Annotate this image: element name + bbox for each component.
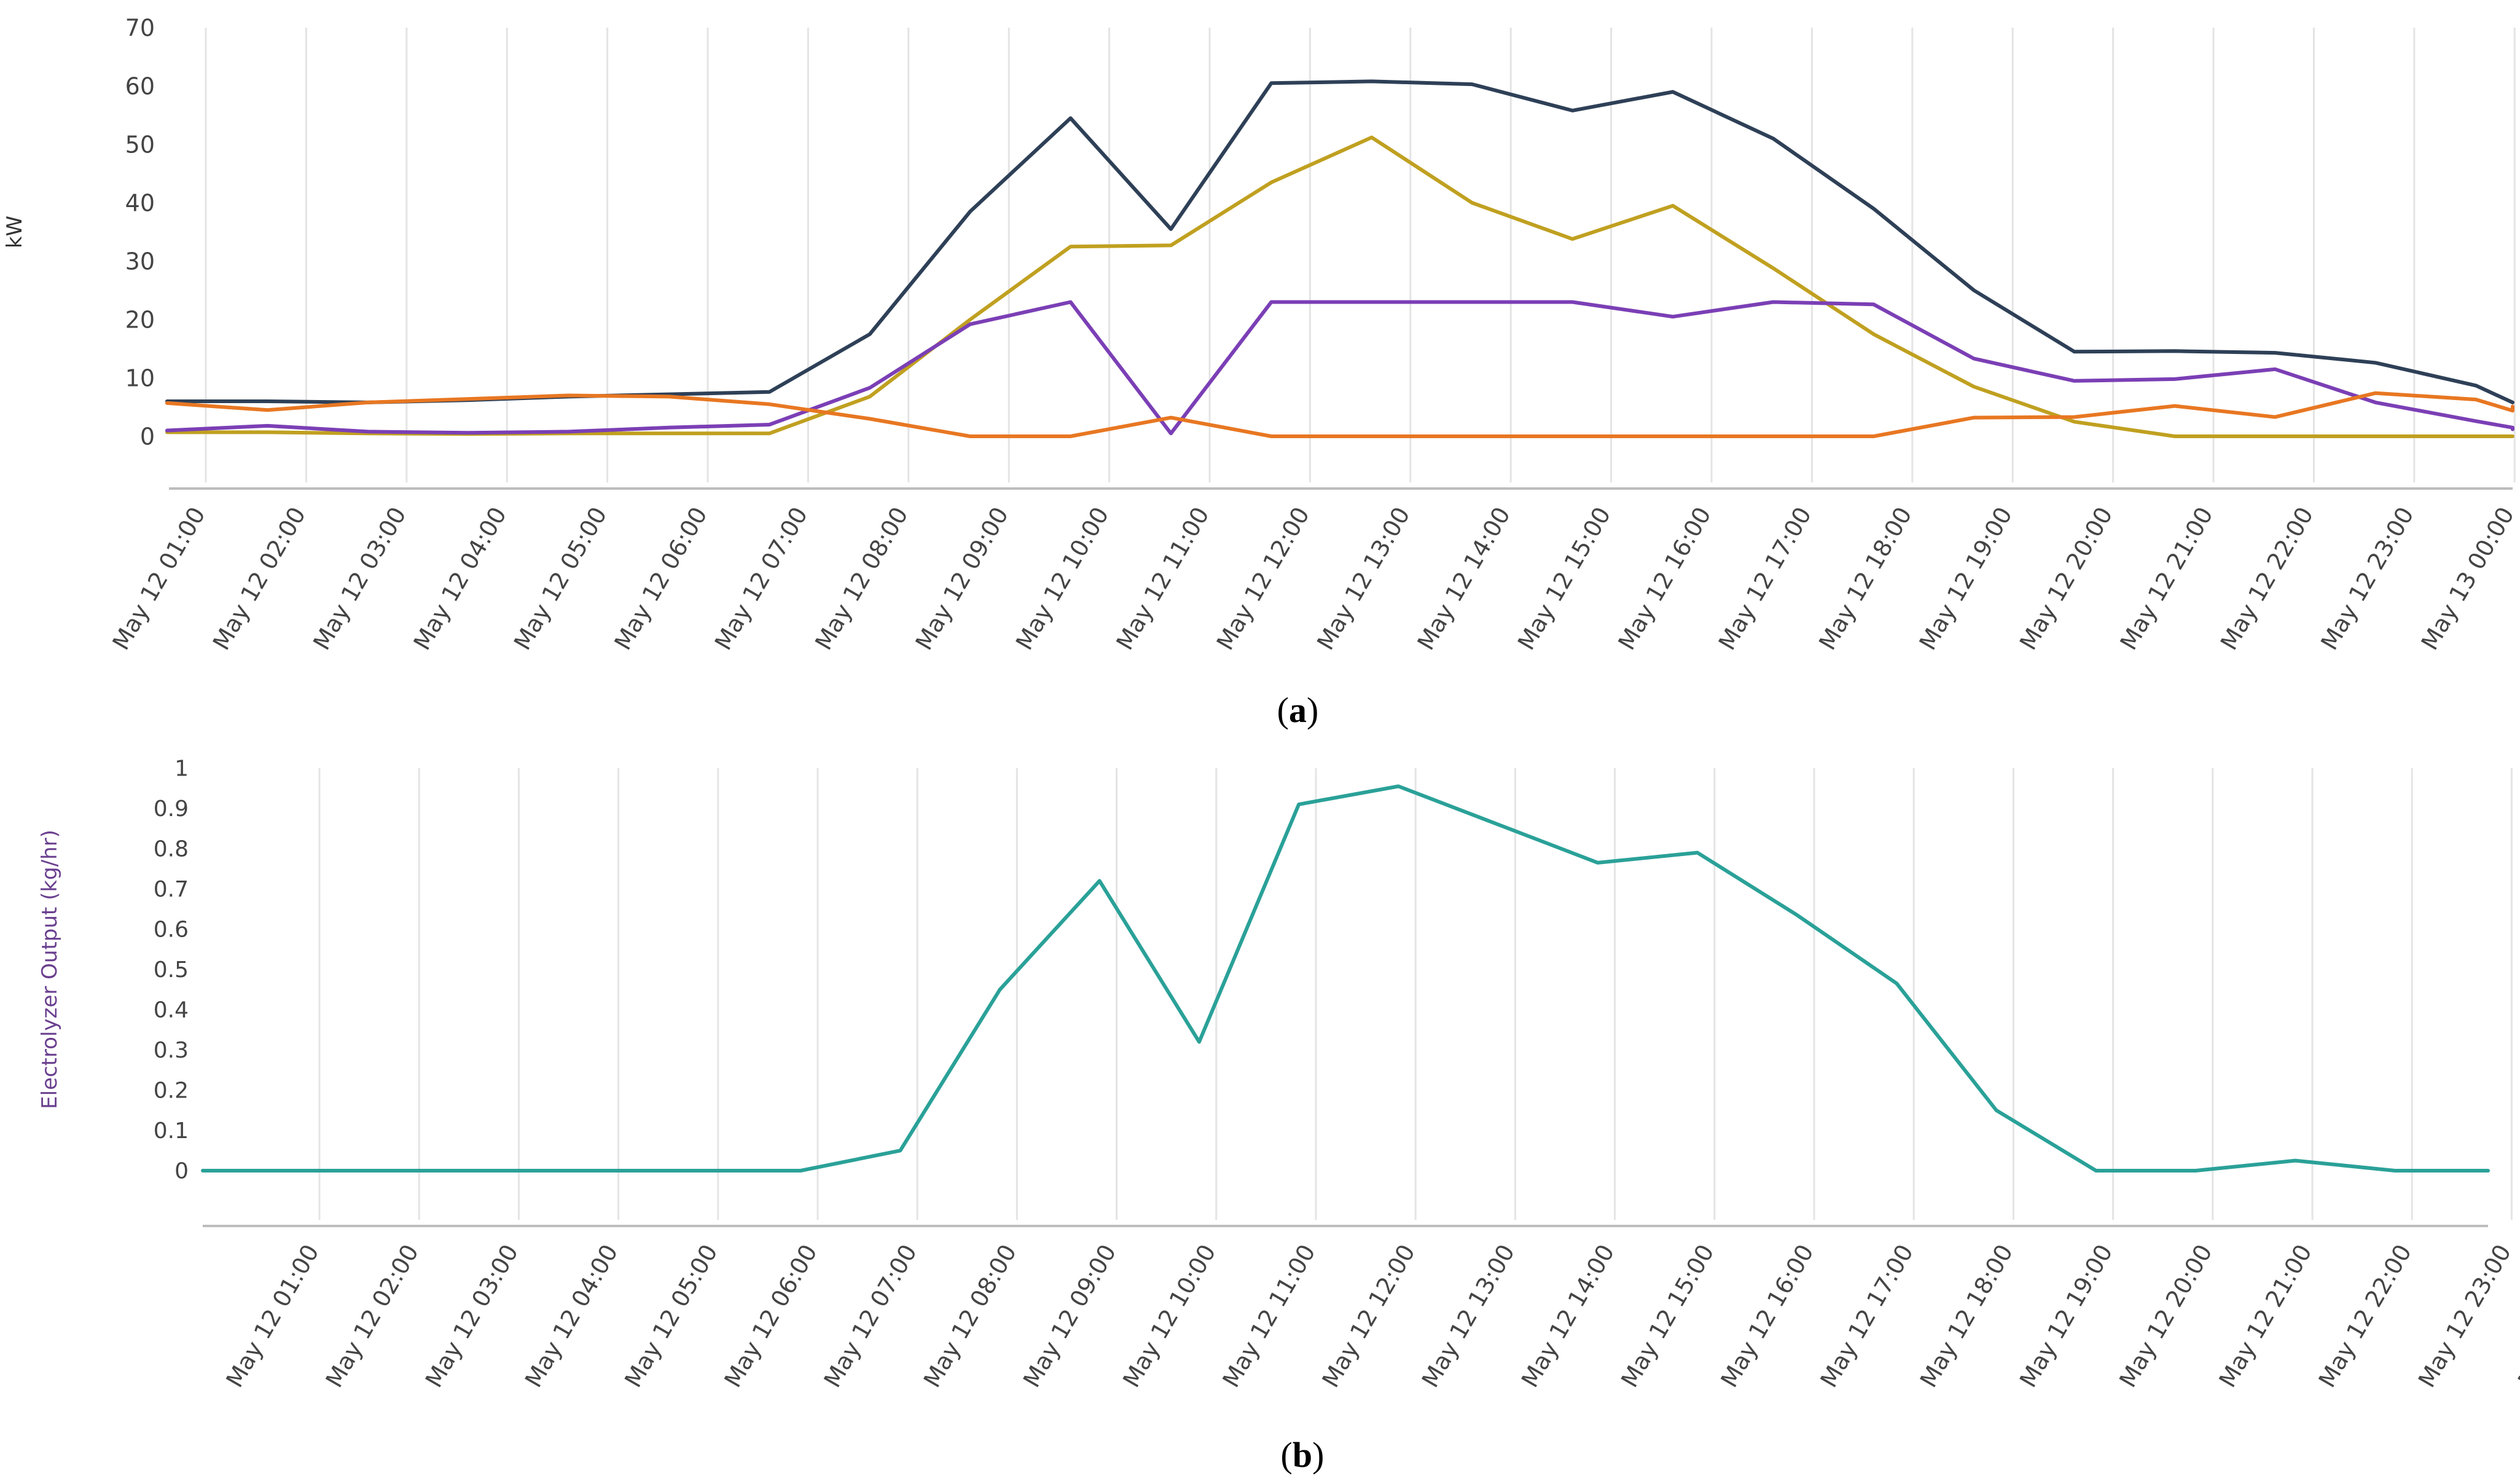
y-axis-title: kW bbox=[2, 216, 27, 248]
x-tick-label: May 12 03:00 bbox=[420, 1240, 523, 1393]
x-tick-label: May 12 05:00 bbox=[619, 1240, 722, 1393]
x-tick-label: May 12 16:00 bbox=[1613, 503, 1716, 655]
x-tick-label: May 12 11:00 bbox=[1111, 503, 1214, 655]
x-tick-label: May 12 17:00 bbox=[1713, 503, 1817, 655]
x-tick-label: May 12 11:00 bbox=[1217, 1240, 1320, 1393]
x-tick-label: May 12 08:00 bbox=[918, 1240, 1022, 1393]
y-tick-label: 0 bbox=[140, 423, 155, 450]
x-tick-label: May 12 10:00 bbox=[1011, 503, 1114, 655]
x-tick-label: May 12 20:00 bbox=[2014, 503, 2118, 655]
y-tick-label: 0.2 bbox=[154, 1078, 189, 1104]
y-tick-label: 20 bbox=[125, 306, 155, 333]
panel-caption: (b) bbox=[1281, 1435, 1325, 1475]
x-tick-label: May 12 04:00 bbox=[409, 502, 512, 654]
x-tick-label: May 12 14:00 bbox=[1516, 1240, 1619, 1393]
x-tick-label: May 12 05:00 bbox=[509, 503, 612, 655]
panel-caption: (a) bbox=[1277, 690, 1319, 730]
y-tick-label: 0.4 bbox=[154, 998, 189, 1023]
x-tick-label: May 12 03:00 bbox=[308, 503, 411, 655]
x-tick-label: May 12 10:00 bbox=[1117, 1240, 1221, 1393]
y-tick-label: 50 bbox=[125, 131, 155, 158]
x-tick-label: May 12 09:00 bbox=[1018, 1240, 1121, 1393]
x-tick-label: May 12 09:00 bbox=[910, 503, 1014, 655]
y-tick-label: 0.5 bbox=[154, 957, 189, 983]
y-tick-label: 0.9 bbox=[154, 796, 189, 822]
x-tick-label: May 12 23:00 bbox=[2413, 1240, 2516, 1393]
x-tick-label: May 12 17:00 bbox=[1815, 1240, 1919, 1393]
x-tick-label: May 12 20:00 bbox=[2114, 1240, 2217, 1393]
y-tick-label: 0.8 bbox=[154, 837, 189, 862]
y-tick-label: 60 bbox=[125, 73, 155, 100]
y-tick-label: 0 bbox=[174, 1159, 189, 1184]
x-tick-label: May 12 19:00 bbox=[2014, 1240, 2118, 1393]
x-tick-label: May 12 21:00 bbox=[2115, 503, 2218, 655]
x-tick-label: May 12 23:00 bbox=[2315, 502, 2419, 654]
y-tick-label: 40 bbox=[125, 189, 155, 216]
x-tick-label: May 12 02:00 bbox=[208, 503, 311, 655]
y-tick-label: 30 bbox=[125, 248, 155, 275]
series-line-series-purple bbox=[165, 300, 2514, 436]
x-tick-label: May 12 14:00 bbox=[1412, 503, 1516, 655]
x-tick-label: May 13 00:00 bbox=[2416, 503, 2519, 655]
x-tick-label: May 12 08:00 bbox=[810, 503, 913, 655]
x-tick-label: May 12 18:00 bbox=[1915, 1240, 2018, 1393]
x-tick-label: May 12 15:00 bbox=[1512, 503, 1616, 655]
y-tick-label: 0.6 bbox=[154, 917, 189, 943]
y-tick-label: 0.7 bbox=[154, 877, 189, 902]
caption-close-paren: ) bbox=[1307, 690, 1318, 730]
caption-close-paren: ) bbox=[1312, 1435, 1324, 1475]
caption-letter: a bbox=[1289, 690, 1307, 730]
x-tick-label: May 12 02:00 bbox=[321, 1240, 424, 1393]
series-line-series-dark-navy bbox=[165, 79, 2514, 404]
y-tick-label: 70 bbox=[125, 14, 155, 41]
x-tick-label: May 12 13:00 bbox=[1417, 1240, 1520, 1393]
x-tick-label: May 12 12:00 bbox=[1211, 503, 1315, 655]
chart-panel-b: 0 0.1 0.2 0.3 0.4 0.5 0.6 0.7 0.8 0.9 1 Electrolyze… bbox=[37, 756, 2520, 1475]
x-tick-label: May 12 13:00 bbox=[1312, 503, 1415, 655]
y-tick-label: 1 bbox=[174, 756, 189, 782]
x-tick-label: May 12 22:00 bbox=[2314, 1240, 2417, 1393]
x-tick-label: May 12 01:00 bbox=[221, 1240, 324, 1393]
x-tick-label: May 12 07:00 bbox=[819, 1240, 922, 1393]
y-tick-label: 10 bbox=[125, 364, 155, 391]
x-tick-label: May 12 01:00 bbox=[107, 503, 210, 655]
series-line-series-orange bbox=[165, 391, 2514, 438]
x-tick-label: May 13 00:00 bbox=[2513, 1240, 2520, 1393]
x-tick-label: May 12 12:00 bbox=[1317, 1240, 1420, 1393]
x-tick-label: May 12 06:00 bbox=[719, 1240, 822, 1393]
caption-letter: b bbox=[1293, 1435, 1312, 1475]
series-line-series-gold bbox=[165, 135, 2514, 438]
x-tick-label: May 12 19:00 bbox=[1914, 503, 2017, 655]
x-tick-label: May 12 18:00 bbox=[1814, 503, 1917, 655]
series-line-electrolyzer-output bbox=[201, 784, 2490, 1173]
y-tick-label: 0.3 bbox=[154, 1038, 189, 1063]
caption-open-paren: ( bbox=[1281, 1435, 1293, 1475]
x-tick-label: May 12 04:00 bbox=[520, 1240, 623, 1393]
x-tick-label: May 12 21:00 bbox=[2213, 1240, 2317, 1393]
x-tick-label: May 12 15:00 bbox=[1616, 1240, 1719, 1393]
x-tick-label: May 12 22:00 bbox=[2215, 503, 2318, 655]
x-tick-label: May 12 06:00 bbox=[609, 503, 712, 655]
x-tick-label: May 12 07:00 bbox=[710, 503, 813, 655]
y-tick-label: 0.1 bbox=[154, 1118, 189, 1144]
y-axis-title: Electrolyzer Output (kg/hr) bbox=[37, 830, 62, 1109]
caption-open-paren: ( bbox=[1277, 690, 1289, 730]
x-tick-label: May 12 16:00 bbox=[1715, 1240, 1818, 1393]
